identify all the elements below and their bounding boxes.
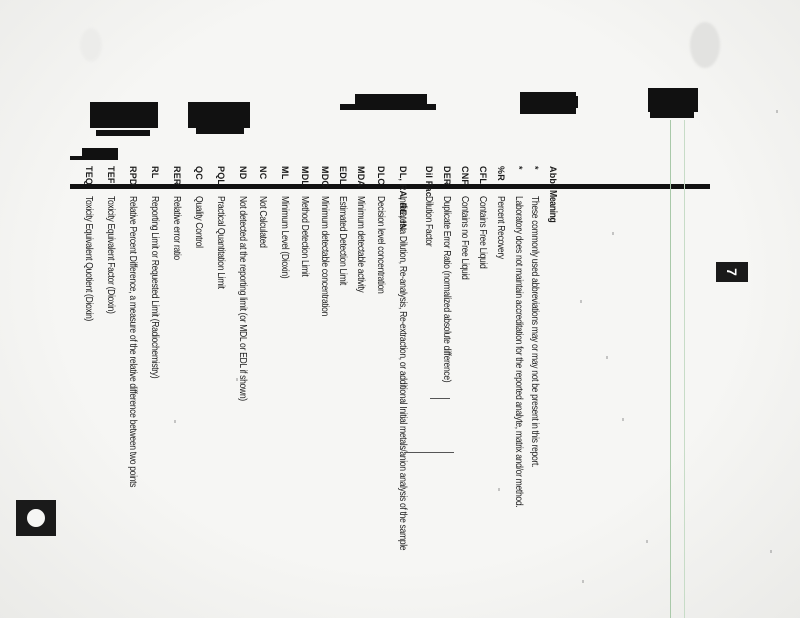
table-row-abbr: CNF	[460, 166, 470, 186]
redacted-block	[650, 112, 694, 118]
table-row-meaning: Minimum detectable concentration	[319, 196, 330, 316]
table-row-abbr: QC	[194, 166, 204, 180]
table-row-meaning: Dilution Factor	[423, 196, 434, 247]
table-row-meaning: Estimated Detection Limit	[337, 196, 348, 285]
table-row-meaning: Minimum detectable activity	[355, 196, 366, 293]
table-row-meaning: Method Detection Limit	[299, 196, 310, 277]
table-row-meaning: Practical Quantitation Limit	[215, 196, 226, 289]
table-row-abbr: PQL	[216, 166, 226, 186]
redacted-block	[340, 104, 436, 110]
scan-speck	[606, 356, 608, 359]
table-row-abbr: TEF	[106, 166, 116, 184]
table-row-abbr: MDC	[320, 166, 330, 188]
table-row-meaning: Duplicate Error Ratio (normalized absolu…	[441, 196, 452, 383]
table-row-abbr: RER	[172, 166, 182, 186]
table-row-abbr: CFL	[478, 166, 488, 185]
table-row-meaning: Not Calculated	[257, 196, 268, 248]
table-row-abbr: ML	[280, 166, 290, 180]
table-row-meaning: Relative error ratio	[171, 196, 182, 260]
scan-speck	[236, 378, 238, 381]
redacted-block	[355, 94, 427, 104]
redacted-block	[96, 130, 150, 136]
page-number-badge: 7	[716, 262, 748, 282]
table-row-abbr: RPD	[128, 166, 138, 186]
table-row-meaning: Toxicity Equivalent Factor (Dioxin)	[105, 196, 116, 314]
redacted-block	[568, 96, 578, 108]
header-rule	[70, 184, 710, 189]
table-row-abbr: Dil Fac	[424, 166, 434, 197]
scan-speck	[580, 300, 582, 303]
scan-speck	[498, 488, 500, 491]
table-row-abbr: TEQ	[84, 166, 94, 186]
underline-rule	[404, 452, 454, 453]
table-row-abbr: *	[530, 166, 540, 170]
table-row-abbr: EDL	[338, 166, 348, 185]
table-row-meaning: Laboratory does not maintain accreditati…	[513, 196, 524, 508]
scan-speck	[622, 418, 624, 421]
table-row-meaning: Contains no Free Liquid	[459, 196, 470, 280]
scan-speck	[582, 580, 584, 583]
redacted-block	[648, 88, 698, 112]
table-header-abbr: Abb	[548, 166, 558, 185]
margin-line	[684, 120, 685, 618]
redacted-block	[70, 156, 82, 160]
table-row-abbr: DER	[442, 166, 452, 186]
table-row-abbr: MDA	[356, 166, 366, 188]
redacted-block	[196, 128, 244, 134]
scan-speck	[174, 420, 176, 423]
table-row-meaning: Quality Control	[193, 196, 204, 248]
margin-line	[670, 120, 671, 618]
circle-mark-icon	[16, 500, 56, 536]
table-row-meaning: Percent Recovery	[495, 196, 506, 259]
redacted-block	[188, 102, 250, 128]
redacted-block	[90, 102, 158, 128]
scan-speck	[612, 232, 614, 235]
scan-speck	[770, 550, 772, 553]
table-row-meaning: Minimum Level (Dioxin)	[279, 196, 290, 279]
scan-speck	[646, 540, 648, 543]
table-row-abbr: *	[514, 166, 524, 170]
table-row-abbr: ND	[238, 166, 248, 180]
table-row-meaning: Toxicity Equivalent Quotient (Dioxin)	[83, 196, 94, 321]
punch-hole	[80, 28, 102, 62]
redacted-block	[82, 148, 118, 160]
redacted-block	[520, 92, 576, 114]
punch-hole	[690, 22, 720, 68]
table-row-meaning: Not detected at the reporting limit (or …	[237, 196, 248, 401]
table-row-meaning: Decision level concentration	[375, 196, 386, 294]
ring-icon	[24, 506, 48, 530]
page-number: 7	[723, 268, 740, 276]
table-row-meaning: Indicates a Dilution, Re-analysis, Re-ex…	[397, 196, 408, 551]
scan-speck	[776, 110, 778, 113]
table-row-abbr: %R	[496, 166, 506, 181]
table-row-abbr: RL	[150, 166, 160, 179]
table-row-abbr: MDL	[300, 166, 310, 187]
table-row-abbr: DLC	[376, 166, 386, 186]
table-row-abbr: NC	[258, 166, 268, 180]
table-row-meaning: Reporting Limit or Requested Limit (Radi…	[149, 196, 160, 379]
underline-rule	[430, 398, 450, 399]
table-row-meaning: Contains Free Liquid	[477, 196, 488, 269]
table-row-meaning: These commonly used abbreviations may or…	[529, 196, 540, 468]
table-row-meaning: Relative Percent Difference, a measure o…	[127, 196, 138, 488]
table-header-meaning: Meaning	[547, 190, 558, 223]
